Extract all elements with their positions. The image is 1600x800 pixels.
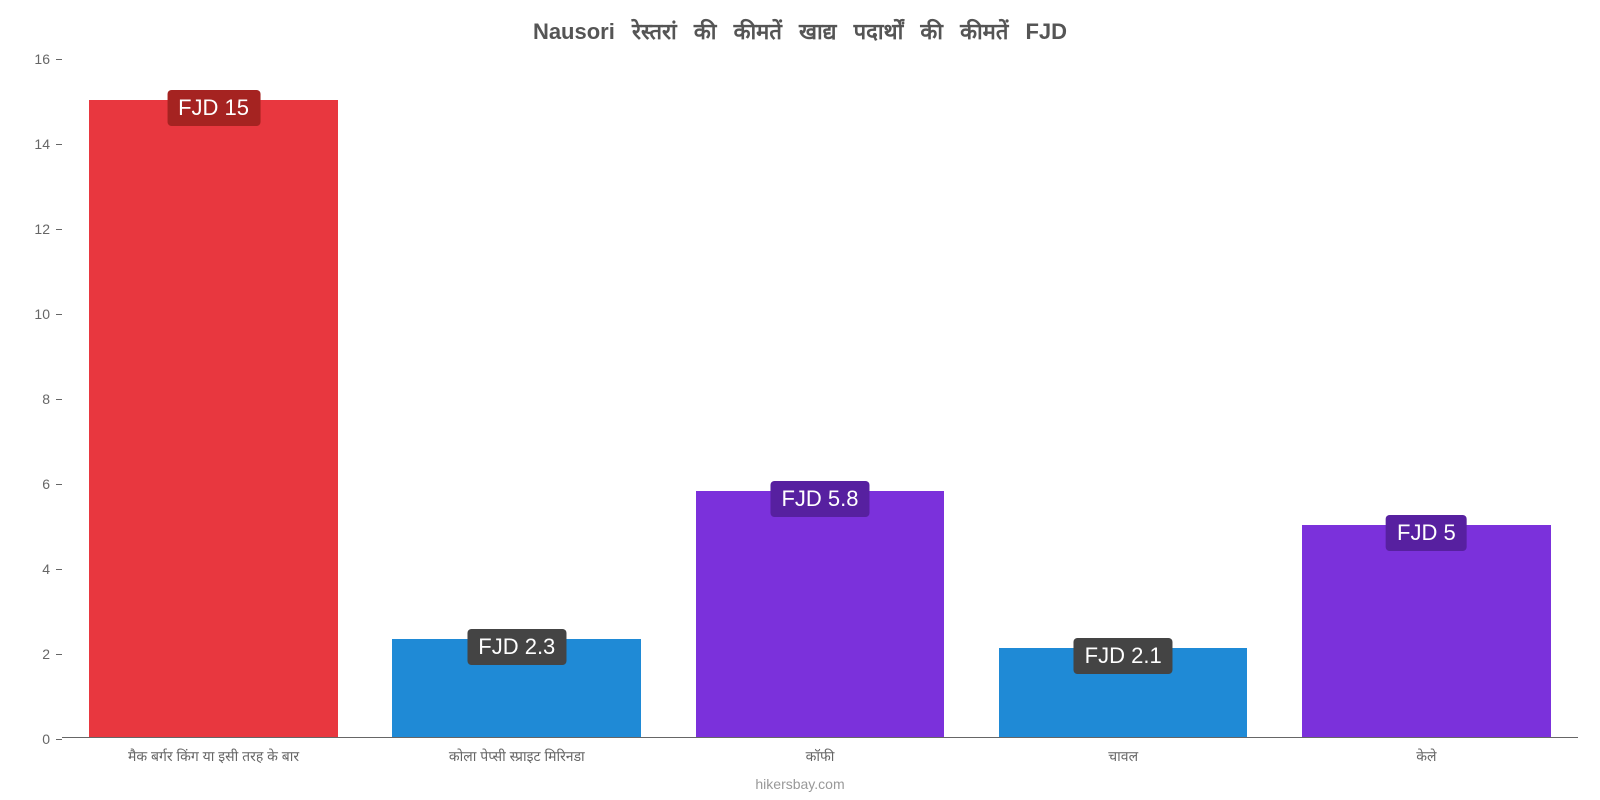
bar-slot: FJD 5.8कॉफी [696, 57, 945, 737]
bar-slot: FJD 15मैक बर्गर किंग या इसी तरह के बार [89, 57, 338, 737]
value-badge: FJD 5 [1386, 515, 1467, 551]
value-badge: FJD 2.1 [1074, 638, 1173, 674]
y-tick: 12 [62, 228, 1578, 229]
y-tick-mark [56, 484, 62, 485]
bar-slot: FJD 2.1चावल [999, 57, 1248, 737]
y-tick-label: 12 [10, 221, 50, 237]
chart-footer-source: hikersbay.com [0, 776, 1600, 792]
plot-area: FJD 15मैक बर्गर किंग या इसी तरह के बारFJ… [62, 58, 1578, 738]
y-tick-label: 6 [10, 476, 50, 492]
y-tick: 4 [62, 568, 1578, 569]
y-tick: 10 [62, 313, 1578, 314]
y-tick-mark [56, 654, 62, 655]
y-tick-label: 14 [10, 136, 50, 152]
value-badge: FJD 5.8 [770, 481, 869, 517]
bar [1302, 525, 1551, 738]
y-tick-mark [56, 229, 62, 230]
x-axis-label: कोला पेप्सी स्प्राइट मिरिनडा [449, 737, 585, 766]
chart-title: Nausori रेस्तरां की कीमतें खाद्य पदार्थो… [0, 16, 1600, 46]
y-tick-label: 8 [10, 391, 50, 407]
x-axis-label: मैक बर्गर किंग या इसी तरह के बार [128, 737, 299, 766]
x-axis-label: केले [1416, 737, 1436, 766]
value-badge: FJD 2.3 [467, 629, 566, 665]
y-tick: 6 [62, 483, 1578, 484]
y-tick: 2 [62, 653, 1578, 654]
bar [89, 100, 338, 738]
y-tick-mark [56, 314, 62, 315]
y-tick-label: 4 [10, 561, 50, 577]
bar-slot: FJD 2.3कोला पेप्सी स्प्राइट मिरिनडा [392, 57, 641, 737]
y-tick: 16 [62, 58, 1578, 59]
bar [696, 491, 945, 738]
bar-slot: FJD 5केले [1302, 57, 1551, 737]
x-axis-label: कॉफी [806, 737, 835, 766]
x-axis-label: चावल [1108, 737, 1138, 766]
y-tick-mark [56, 59, 62, 60]
price-bar-chart: Nausori रेस्तरां की कीमतें खाद्य पदार्थो… [0, 0, 1600, 800]
y-tick-mark [56, 399, 62, 400]
y-tick: 8 [62, 398, 1578, 399]
y-tick-mark [56, 739, 62, 740]
y-tick-label: 16 [10, 51, 50, 67]
y-tick-label: 10 [10, 306, 50, 322]
y-tick: 14 [62, 143, 1578, 144]
y-tick: 0 [62, 738, 1578, 739]
y-tick-mark [56, 569, 62, 570]
value-badge: FJD 15 [167, 90, 260, 126]
y-tick-label: 0 [10, 731, 50, 747]
y-tick-label: 2 [10, 646, 50, 662]
y-tick-mark [56, 144, 62, 145]
